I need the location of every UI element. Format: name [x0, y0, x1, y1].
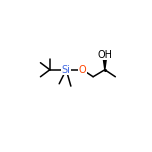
Text: Si: Si [62, 65, 71, 75]
Text: O: O [79, 65, 86, 75]
Polygon shape [103, 55, 107, 70]
Text: OH: OH [97, 50, 112, 60]
